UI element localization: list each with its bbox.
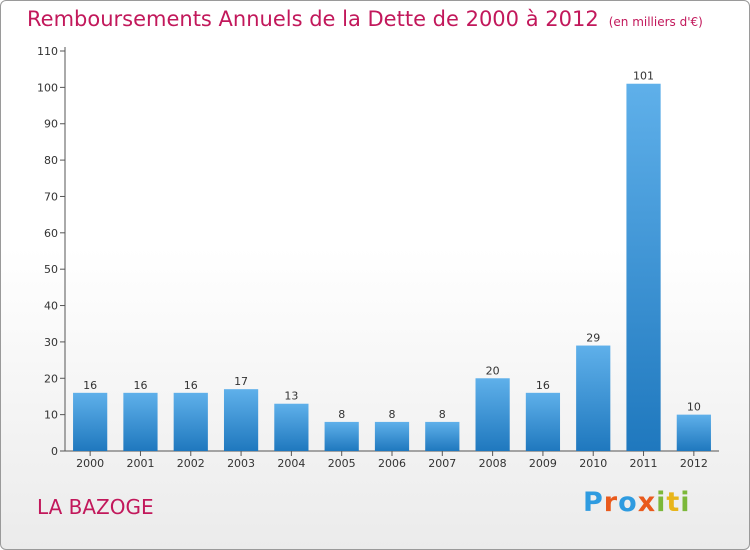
bar bbox=[173, 392, 208, 451]
bar-value-label: 16 bbox=[184, 379, 198, 392]
bar bbox=[374, 421, 410, 451]
proxiti-logo: Proxiti bbox=[583, 487, 691, 518]
bar-value-label: 17 bbox=[234, 375, 248, 388]
bar bbox=[425, 421, 460, 451]
y-tick-label: 10 bbox=[44, 409, 58, 422]
y-tick-label: 50 bbox=[44, 263, 58, 276]
logo-letter: t bbox=[666, 487, 681, 518]
bar bbox=[274, 403, 309, 451]
x-tick-label: 2006 bbox=[378, 457, 406, 470]
bar-value-label: 16 bbox=[133, 379, 147, 392]
logo-letter: i bbox=[680, 487, 691, 518]
x-tick-label: 2000 bbox=[76, 457, 104, 470]
bar bbox=[525, 392, 561, 451]
y-tick-label: 0 bbox=[51, 445, 58, 458]
bar bbox=[123, 392, 158, 451]
y-tick-label: 70 bbox=[44, 190, 58, 203]
x-tick-label: 2004 bbox=[277, 457, 305, 470]
chart-title: Remboursements Annuels de la Dette de 20… bbox=[27, 7, 703, 31]
x-tick-label: 2002 bbox=[177, 457, 205, 470]
commune-name: LA BAZOGE bbox=[37, 495, 154, 519]
y-tick-label: 40 bbox=[44, 300, 58, 313]
x-tick-label: 2012 bbox=[680, 457, 708, 470]
bar-value-label: 8 bbox=[439, 408, 446, 421]
bar bbox=[223, 389, 259, 451]
x-tick-label: 2005 bbox=[328, 457, 356, 470]
bar-value-label: 8 bbox=[389, 408, 396, 421]
bar bbox=[324, 421, 359, 451]
y-tick-label: 110 bbox=[37, 45, 58, 58]
bar-value-label: 101 bbox=[633, 70, 654, 83]
y-tick-label: 30 bbox=[44, 336, 58, 349]
x-tick-label: 2011 bbox=[630, 457, 658, 470]
logo-letter: i bbox=[656, 487, 667, 518]
x-tick-label: 2001 bbox=[126, 457, 154, 470]
x-tick-label: 2008 bbox=[479, 457, 507, 470]
title-text: Remboursements Annuels de la Dette de 20… bbox=[27, 7, 599, 31]
logo-letter: r bbox=[603, 487, 619, 518]
logo-letter: P bbox=[583, 487, 604, 518]
logo-letter: x bbox=[637, 487, 657, 518]
bar bbox=[626, 83, 661, 452]
bar-value-label: 16 bbox=[536, 379, 550, 392]
bar bbox=[676, 414, 711, 451]
y-tick-label: 90 bbox=[44, 118, 58, 131]
y-tick-label: 100 bbox=[37, 81, 58, 94]
bar bbox=[475, 378, 510, 451]
bar-value-label: 29 bbox=[586, 332, 600, 345]
y-tick-label: 80 bbox=[44, 154, 58, 167]
x-tick-label: 2003 bbox=[227, 457, 255, 470]
bar-value-label: 16 bbox=[83, 379, 97, 392]
x-tick-label: 2007 bbox=[428, 457, 456, 470]
unit-note: (en milliers d'€) bbox=[608, 15, 703, 29]
bar-value-label: 8 bbox=[338, 408, 345, 421]
y-tick-label: 20 bbox=[44, 372, 58, 385]
bar-value-label: 10 bbox=[687, 401, 701, 414]
bar-value-label: 13 bbox=[284, 390, 298, 403]
bar bbox=[73, 392, 108, 451]
logo-letter: o bbox=[618, 487, 638, 518]
bar bbox=[576, 345, 611, 451]
x-tick-label: 2010 bbox=[579, 457, 607, 470]
bar-value-label: 20 bbox=[486, 364, 500, 377]
y-tick-label: 60 bbox=[44, 227, 58, 240]
x-tick-label: 2009 bbox=[529, 457, 557, 470]
